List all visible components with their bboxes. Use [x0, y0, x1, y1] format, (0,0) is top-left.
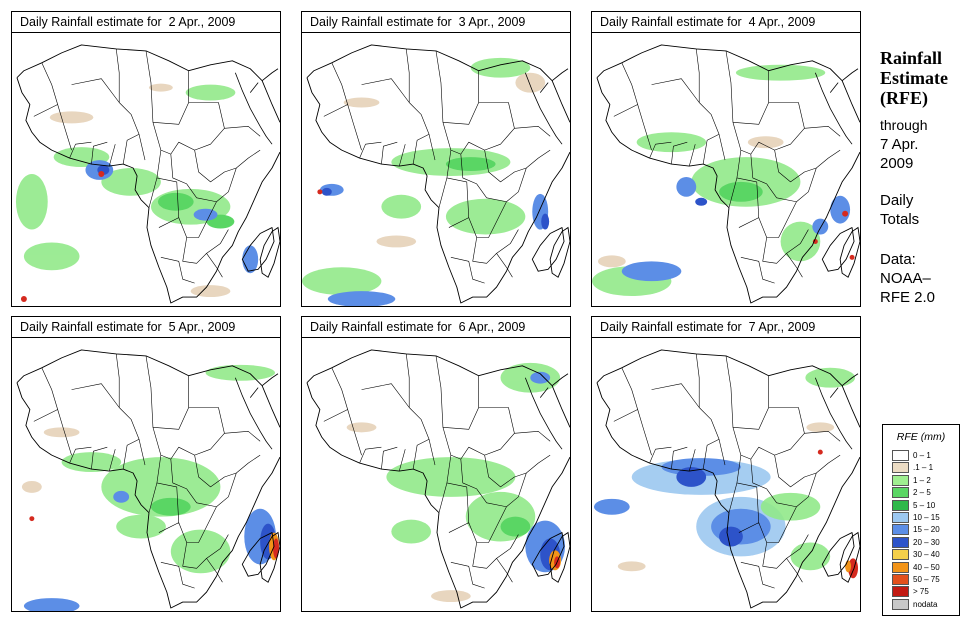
- legend-label: 50 – 75: [913, 575, 940, 584]
- legend-label: 10 – 15: [913, 513, 940, 522]
- legend-item: 50 – 75: [892, 574, 958, 586]
- legend-swatch: [892, 574, 909, 585]
- sidebar-data-source: Data: NOAA– RFE 2.0: [880, 250, 965, 307]
- legend-item: 10 – 15: [892, 512, 958, 524]
- sidebar-daily: Daily Totals: [880, 191, 965, 229]
- panel-title: Daily Rainfall estimate for 2 Apr., 2009: [11, 11, 281, 33]
- legend-item: > 75: [892, 586, 958, 598]
- rainfall-map: [301, 337, 571, 612]
- legend-item: 15 – 20: [892, 524, 958, 536]
- africa-rainfall-map: [302, 44, 570, 306]
- africa-rainfall-map: [593, 349, 860, 609]
- panel-title: Daily Rainfall estimate for 6 Apr., 2009: [301, 316, 571, 338]
- legend-swatch: [892, 462, 909, 474]
- source-line: RFE 2.0: [880, 289, 936, 306]
- legend-label: 5 – 10: [913, 500, 936, 510]
- legend-label: nodata: [913, 599, 938, 609]
- sidebar-title-line: (RFE): [880, 88, 928, 108]
- legend-item: 2 – 5: [892, 487, 958, 499]
- legend-label: 15 – 20: [913, 525, 940, 535]
- panel-title: Daily Rainfall estimate for 7 Apr., 2009: [591, 316, 861, 338]
- africa-rainfall-map: [592, 44, 860, 304]
- panel-title: Daily Rainfall estimate for 5 Apr., 2009: [11, 316, 281, 338]
- legend-swatch: [892, 487, 909, 499]
- panel-title: Daily Rainfall estimate for 4 Apr., 2009: [591, 11, 861, 33]
- panel-title: Daily Rainfall estimate for 3 Apr., 2009: [301, 11, 571, 33]
- rainfall-map: [11, 337, 281, 612]
- legend-item: 0 – 1: [892, 450, 958, 462]
- africa-rainfall-map: [16, 349, 280, 611]
- legend-swatch: [892, 536, 909, 548]
- africa-rainfall-map: [306, 349, 570, 609]
- legend-swatch: [892, 474, 909, 486]
- rainfall-map: [591, 32, 861, 307]
- sidebar-title-line: Estimate: [880, 68, 948, 88]
- legend-swatch: [892, 499, 909, 511]
- legend-item: 5 – 10: [892, 499, 958, 512]
- data-label: Data:: [880, 251, 916, 268]
- legend-item: 40 – 50: [892, 561, 958, 574]
- legend-label: 1 – 2: [913, 475, 931, 485]
- legend-item: 1 – 2: [892, 474, 958, 487]
- legend-label: > 75: [913, 587, 929, 597]
- legend-label: 0 – 1: [913, 451, 931, 460]
- daily-label: Daily: [880, 192, 914, 209]
- legend-item: 30 – 40: [892, 549, 958, 561]
- rainfall-map: [11, 32, 281, 307]
- legend-item: nodata: [892, 598, 958, 611]
- legend: RFE (mm) 0 – 1 .1 – 1 1 – 2 2 – 5 5 – 10 10 –…: [882, 424, 960, 616]
- legend-swatch: [892, 450, 909, 461]
- sidebar-through: through 7 Apr. 2009: [880, 116, 965, 173]
- date-line: 7 Apr.: [880, 136, 919, 153]
- legend-title: RFE (mm): [896, 431, 946, 443]
- legend-item: .1 – 1: [892, 462, 958, 474]
- sidebar-title-line: Rainfall: [880, 48, 943, 68]
- legend-label: 2 – 5: [913, 488, 931, 498]
- sidebar-title: Rainfall Estimate (RFE): [880, 48, 965, 108]
- legend-swatch: [892, 524, 909, 536]
- legend-label: 30 – 40: [913, 550, 940, 560]
- rainfall-map: [301, 32, 571, 307]
- through-label: through: [880, 117, 928, 133]
- rainfall-map: [591, 337, 861, 612]
- legend-swatch: [892, 561, 909, 573]
- legend-swatch: [892, 598, 909, 610]
- legend-swatch: [892, 512, 909, 523]
- legend-label: 20 – 30: [913, 537, 940, 547]
- legend-swatch: [892, 586, 909, 598]
- legend-label: 40 – 50: [913, 562, 940, 572]
- date-line: 2009: [880, 155, 914, 172]
- legend-swatch: [892, 549, 909, 561]
- totals-label: Totals: [880, 211, 920, 228]
- legend-item: 20 – 30: [892, 536, 958, 549]
- source-line: NOAA–: [880, 270, 931, 287]
- africa-rainfall-map: [15, 44, 280, 304]
- legend-label: .1 – 1: [913, 463, 934, 473]
